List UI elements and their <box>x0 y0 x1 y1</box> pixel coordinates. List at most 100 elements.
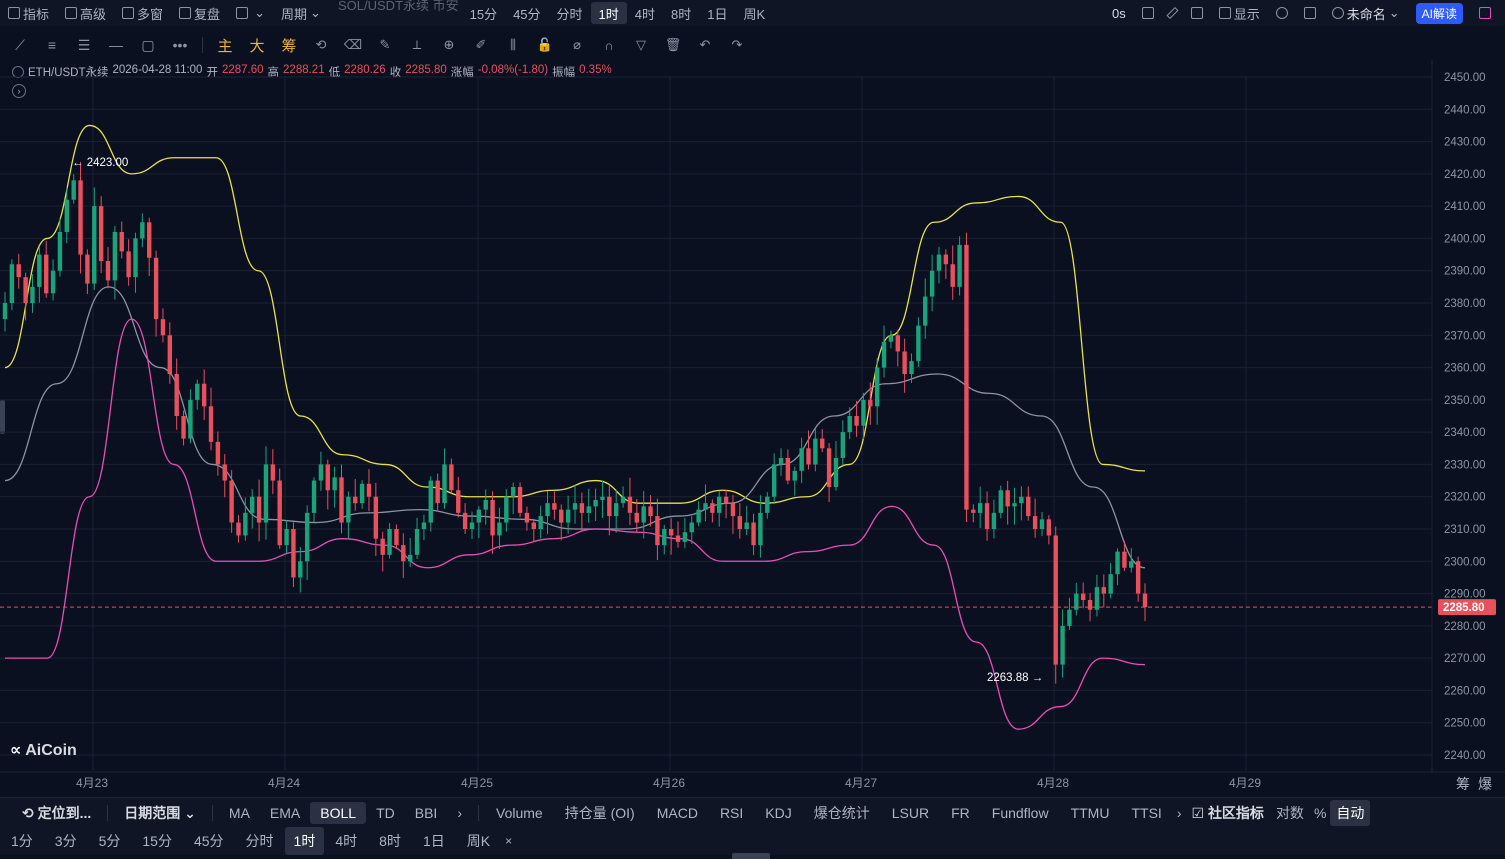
timeframe-tab[interactable]: 1日 <box>422 833 445 849</box>
redo-icon[interactable]: ↷ <box>731 37 743 52</box>
sub-indicator-tab[interactable]: 爆仓统计 <box>813 804 870 821</box>
sub-indicator-tab[interactable]: FR <box>951 804 970 821</box>
price-chart[interactable]: 2240.00 2250.00 2260.00 2270.00 2280.00 2290.… <box>0 0 1505 800</box>
magnet-icon[interactable]: ∩ <box>604 37 614 53</box>
trash-icon[interactable]: 🗑 <box>664 37 682 52</box>
ai-interpret-button[interactable]: AI解读 <box>1408 2 1471 24</box>
ray-tool-icon[interactable]: — <box>109 37 123 53</box>
filter-icon[interactable]: ▽ <box>636 37 646 52</box>
edit-icon[interactable] <box>1162 6 1183 20</box>
note-icon[interactable]: ✎ <box>379 37 391 52</box>
candle <box>44 240 49 298</box>
display-button[interactable]: 显示 <box>1211 4 1268 23</box>
main-indicator-ma[interactable]: MA <box>228 804 250 821</box>
sub-indicator-tab[interactable]: MACD <box>656 804 698 821</box>
main-indicator-boll[interactable]: BOLL <box>310 801 367 824</box>
period-tab-10[interactable]: 周K <box>743 6 766 22</box>
toolbar-item-2[interactable]: 多窗 <box>114 4 171 23</box>
expand-indicator-icon[interactable]: › <box>12 84 26 98</box>
chips-axis-button[interactable]: 筹 <box>1456 776 1470 792</box>
percent-scale-toggle[interactable]: % <box>1313 804 1327 821</box>
toolbar-item-3[interactable]: 复盘 <box>171 4 228 23</box>
timeframe-tab[interactable]: 15分 <box>142 833 172 849</box>
close-timeframe-icon[interactable]: × <box>505 834 513 848</box>
period-tab-4[interactable]: 45分 <box>513 6 541 22</box>
main-indicator-ema[interactable]: EMA <box>269 804 301 821</box>
sub-indicator-tab[interactable]: KDJ <box>765 804 792 821</box>
layout-name-dropdown[interactable]: 未命名 ⌄ <box>1324 4 1408 23</box>
brush-icon[interactable]: ✐ <box>475 37 487 52</box>
rect-tool-icon[interactable]: ▢ <box>141 36 155 53</box>
chart-sync-icon[interactable]: ⟲ <box>315 37 327 52</box>
log-scale-toggle[interactable]: 对数 <box>1275 804 1304 821</box>
scroll-right-icon[interactable]: › <box>457 804 462 821</box>
undo-icon[interactable]: ↶ <box>699 37 711 52</box>
sub-indicator-tab[interactable]: LSUR <box>891 804 930 821</box>
channel-tool-icon[interactable]: ☰ <box>77 36 91 53</box>
timeframe-tab[interactable]: 45分 <box>193 833 224 849</box>
timeframe-tab[interactable]: 1时 <box>284 827 325 855</box>
sub-indicator-tab[interactable]: RSI <box>719 804 744 821</box>
candle <box>874 358 880 425</box>
timeframe-tab[interactable]: 周K <box>466 833 491 849</box>
chips-button[interactable]: 筹 <box>281 37 297 55</box>
expand-icon[interactable] <box>1296 7 1324 19</box>
main-chip-button[interactable]: 主 <box>217 37 233 55</box>
sub-indicator-tab[interactable]: TTSI <box>1131 804 1162 821</box>
candle <box>1046 515 1052 545</box>
right-panel-handle[interactable] <box>1498 400 1503 434</box>
candle <box>250 489 255 529</box>
period-tab-8[interactable]: 8时 <box>671 6 692 22</box>
timeframe-tab[interactable]: 1分 <box>11 833 33 849</box>
timeframe-tab[interactable]: 8时 <box>379 833 401 849</box>
main-indicator-td[interactable]: TD <box>376 804 395 821</box>
hline-tool-icon[interactable]: ≡ <box>47 37 57 53</box>
hide-icon[interactable]: ⌀ <box>573 37 581 52</box>
period-tab-9[interactable]: 1日 <box>707 6 728 22</box>
toolbar-item-5[interactable]: 周期 ⌄ <box>280 5 321 22</box>
sub-indicator-tab[interactable]: TTMU <box>1070 804 1110 821</box>
auto-scale-toggle[interactable]: 自动 <box>1330 799 1371 826</box>
candle <box>593 488 598 521</box>
line-tool-icon[interactable]: ⟋ <box>15 36 25 53</box>
logo-mark-icon: ∝ <box>10 742 22 759</box>
fullscreen-exit-icon[interactable] <box>1183 7 1211 19</box>
price-tick-label: 2440.00 <box>1444 104 1486 116</box>
toolbar-item-0[interactable]: 指标 <box>0 4 57 23</box>
timeframe-tab[interactable]: 3分 <box>54 833 77 849</box>
left-panel-handle[interactable] <box>0 400 5 434</box>
camera-icon[interactable] <box>1134 7 1162 19</box>
erase-icon[interactable]: ⌫ <box>343 37 363 52</box>
date-range-dropdown[interactable]: 日期范围 ⌄ <box>124 804 196 821</box>
liquidation-axis-button[interactable]: 爆 <box>1478 776 1492 792</box>
timeframe-tab[interactable]: 分时 <box>245 833 274 849</box>
sub-indicator-tab[interactable]: Fundflow <box>991 804 1049 821</box>
toolbar-item-1[interactable]: 高级 <box>57 4 114 23</box>
period-tab-6[interactable]: 1时 <box>590 2 627 24</box>
bottom-drag-handle[interactable] <box>732 853 770 859</box>
candle <box>620 486 626 508</box>
timeframe-tab[interactable]: 5分 <box>98 833 121 849</box>
settings-small-icon[interactable] <box>12 66 24 78</box>
period-tab-3[interactable]: 15分 <box>469 6 498 22</box>
ai-edit-icon[interactable] <box>1471 7 1505 19</box>
candle <box>847 407 852 440</box>
timeframe-tab[interactable]: 4时 <box>335 833 358 849</box>
ruler-icon[interactable]: ⟂ <box>412 37 422 52</box>
community-indicator-button[interactable]: ☑ 社区指标 <box>1191 804 1264 821</box>
bars-icon[interactable]: ⫼ <box>510 37 516 52</box>
lock-icon[interactable]: 🔓 <box>536 37 554 52</box>
big-order-button[interactable]: 大 <box>249 37 265 55</box>
period-tab-5[interactable]: 分时 <box>556 6 583 22</box>
sub-indicator-tab[interactable]: 持仓量 (OI) <box>564 804 635 821</box>
period-tab-7[interactable]: 4时 <box>634 6 656 22</box>
sub-indicator-tab[interactable]: Volume <box>496 804 543 821</box>
zoom-icon[interactable]: ⊕ <box>443 37 455 52</box>
locate-button[interactable]: ⟲ 定位到... <box>22 804 92 821</box>
toolbar-item-4[interactable]: ⌄ <box>228 5 273 21</box>
more-tool-icon[interactable]: ••• <box>172 37 188 53</box>
settings-gear-icon[interactable] <box>1268 7 1296 19</box>
more-right-icon[interactable]: › <box>1176 804 1182 821</box>
main-indicator-bbi[interactable]: BBI <box>414 804 438 821</box>
price-axis[interactable] <box>1432 60 1505 772</box>
